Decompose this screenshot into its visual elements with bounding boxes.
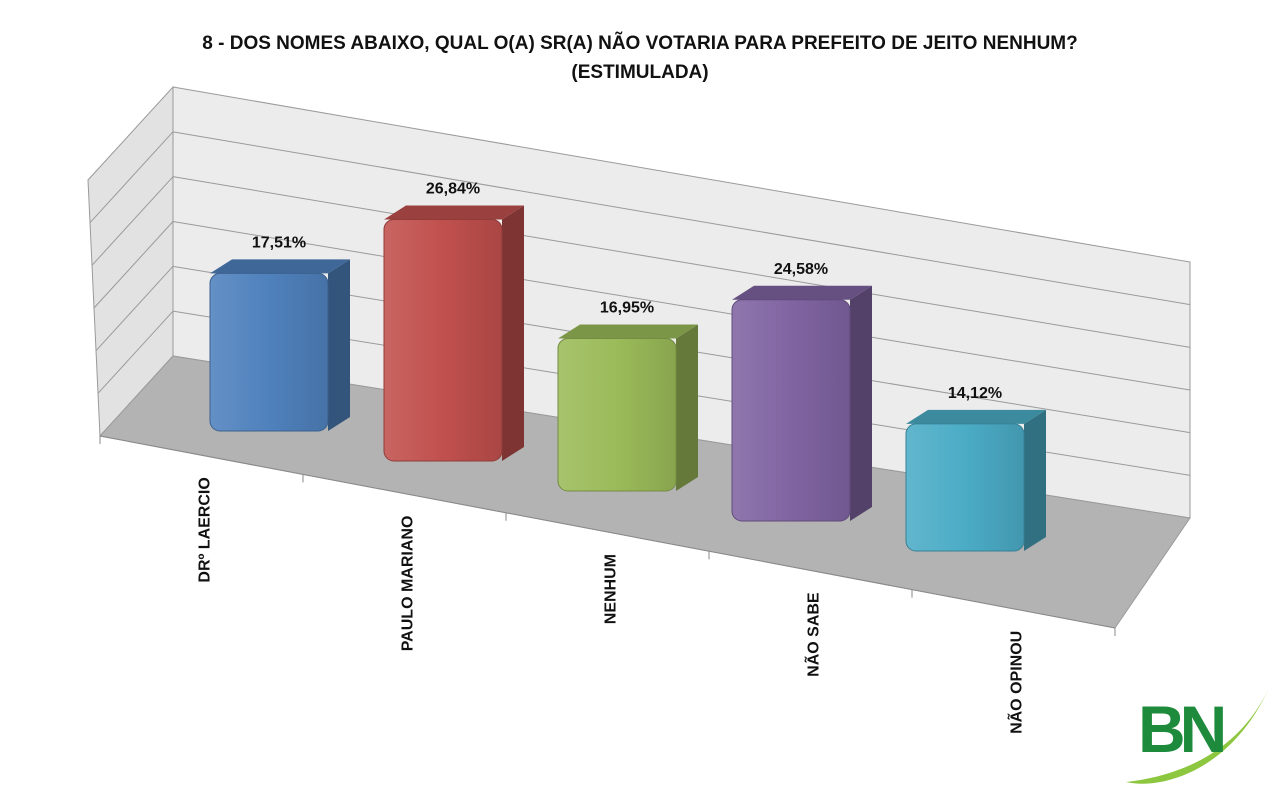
gridline-side (93, 221, 174, 309)
bar-4 (905, 409, 1046, 552)
value-labels: 17,51% 26,84% 16,95% 24,58% 14,12% (252, 180, 1002, 401)
category-axis-line (99, 435, 1116, 629)
gridline-side (97, 310, 174, 394)
bar-side (502, 205, 524, 461)
bar-3 (731, 285, 872, 522)
bar-side (850, 285, 872, 521)
gridline-side (89, 131, 174, 224)
gridline (172, 131, 1191, 306)
bar-front (557, 337, 677, 492)
bar-side (676, 324, 698, 491)
gridline (172, 221, 1191, 391)
value-label: 16,95% (600, 299, 654, 316)
value-label: 14,12% (948, 385, 1002, 402)
value-label: 26,84% (426, 180, 480, 197)
bar-2 (557, 324, 698, 492)
bar-side (1024, 409, 1046, 551)
gridline-side (91, 176, 174, 266)
category-label: NENHUM (603, 554, 620, 624)
bar-top (732, 285, 872, 300)
category-label: NÃO SABE (803, 592, 823, 677)
gridline-side (95, 265, 174, 352)
category-labels: DRº LAERCIO PAULO MARIANO NENHUM NÃO SABE NÃ… (197, 477, 1026, 734)
bn-logo: BN (1126, 690, 1268, 784)
value-label: 17,51% (252, 234, 306, 251)
bar-front (731, 299, 851, 522)
category-axis (99, 435, 1116, 636)
bar-front (905, 423, 1025, 552)
bar-1 (383, 205, 524, 462)
bar-top (210, 259, 350, 274)
category-label: NÃO OPINOU (1006, 631, 1026, 734)
bar-front (209, 272, 329, 432)
logo-text: BN (1138, 692, 1224, 766)
bar-front (383, 218, 503, 462)
gridline (172, 176, 1191, 348)
bar-top (558, 324, 698, 339)
bar-top (384, 205, 524, 220)
category-label: DRº LAERCIO (197, 477, 214, 582)
category-label: PAULO MARIANO (400, 516, 417, 652)
bar-0 (209, 259, 350, 432)
logo-swoosh (1126, 690, 1268, 784)
value-label: 24,58% (774, 261, 828, 278)
chart-title: 8 - DOS NOMES ABAIXO, QUAL O(A) SR(A) NÃ… (202, 33, 1078, 54)
bar-top (906, 409, 1046, 424)
bars (209, 205, 1046, 552)
chart-subtitle: (ESTIMULADA) (571, 62, 709, 83)
bar-side (328, 259, 350, 431)
